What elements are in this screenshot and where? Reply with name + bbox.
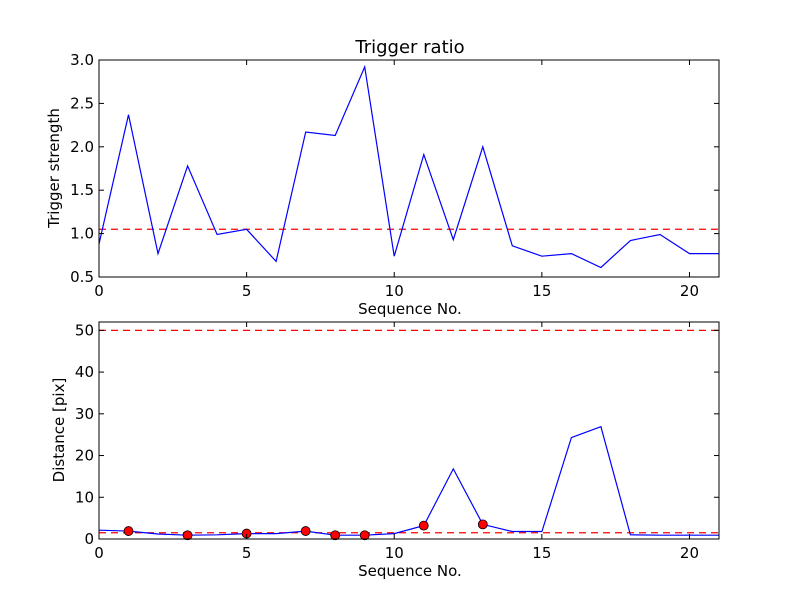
trigger-y-tick-label: 1.5 — [70, 181, 94, 199]
distance-plot-area — [98, 329, 719, 541]
distance-y-tick-label: 0 — [84, 530, 94, 548]
trigger-plot-area — [98, 64, 719, 269]
distance-x-tick-label: 20 — [680, 544, 699, 562]
distance-x-tick-label: 5 — [242, 544, 252, 562]
trigger-x-tick-label: 15 — [532, 282, 551, 300]
trigger-x-axis-label: Sequence No. — [358, 300, 462, 318]
distance-axes-frame — [98, 321, 720, 540]
trigger-x-tick-label: 0 — [94, 282, 104, 300]
trigger-series-line — [98, 64, 719, 269]
distance-x-tick-label: 0 — [94, 544, 104, 562]
distance-marker-point — [182, 530, 193, 541]
distance-marker-point — [123, 526, 134, 536]
trigger-y-tick-label: 0.5 — [70, 268, 94, 286]
distance-x-tick-label: 10 — [385, 544, 404, 562]
trigger-y-tick-label: 2.0 — [70, 138, 94, 156]
distance-marker-point — [477, 519, 488, 530]
distance-y-tick-label: 50 — [75, 321, 94, 339]
trigger-x-tick-label: 20 — [680, 282, 699, 300]
trigger-x-tick-label: 5 — [242, 282, 252, 300]
trigger-y-axis-label: Trigger strength — [45, 108, 63, 229]
distance-series-line — [98, 425, 719, 536]
distance-x-tick-label: 15 — [532, 544, 551, 562]
distance-marker-point — [418, 520, 429, 531]
distance-x-axis-label: Sequence No. — [358, 562, 462, 580]
distance-y-axis-ticks: 0 10 20 30 40 50 — [75, 321, 719, 548]
trigger-y-tick-label: 3.0 — [70, 51, 94, 69]
distance-y-tick-label: 20 — [75, 447, 94, 465]
trigger-ratio-subplot: Trigger ratio 0 5 10 15 20 0.5 1.0 1.5 2.0 2.5 3.… — [45, 37, 720, 318]
trigger-axes-frame — [98, 59, 720, 278]
trigger-y-tick-label: 1.0 — [70, 225, 94, 243]
distance-y-tick-label: 10 — [75, 488, 94, 506]
distance-marker-point — [300, 526, 311, 536]
chart-title: Trigger ratio — [354, 37, 464, 58]
distance-marker-point — [330, 530, 341, 541]
trigger-x-axis-ticks: 0 5 10 15 20 — [94, 60, 699, 300]
distance-marker-point — [359, 530, 370, 541]
trigger-y-tick-label: 2.5 — [70, 94, 94, 112]
distance-y-tick-label: 40 — [75, 363, 94, 381]
distance-y-tick-label: 30 — [75, 405, 94, 423]
trigger-x-tick-label: 10 — [385, 282, 404, 300]
distance-subplot: 0 5 10 15 20 0 10 20 30 40 50 Sequence No. Distan… — [50, 321, 720, 580]
distance-y-axis-label: Distance [pix] — [50, 378, 68, 483]
